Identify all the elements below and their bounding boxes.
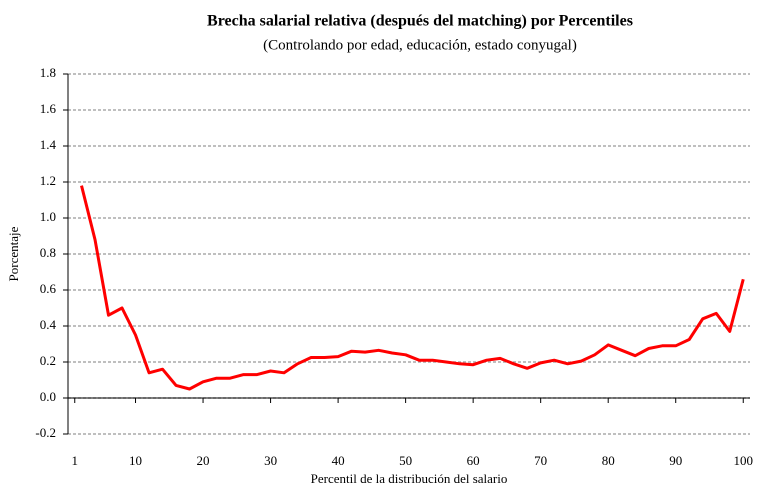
y-tick-label: 0.4 xyxy=(40,317,57,332)
y-tick-label: 0.8 xyxy=(40,245,56,260)
y-tick-label: 0.2 xyxy=(40,353,56,368)
y-tick-label: -0.2 xyxy=(35,425,56,440)
x-tick-label: 30 xyxy=(264,453,277,468)
x-tick-label: 90 xyxy=(669,453,682,468)
y-tick-label: 1.8 xyxy=(40,65,56,80)
x-tick-label: 20 xyxy=(197,453,210,468)
x-tick-label: 10 xyxy=(129,453,142,468)
y-tick-label: 0.6 xyxy=(40,281,57,296)
x-tick-label: 1 xyxy=(72,453,79,468)
x-tick-label: 100 xyxy=(733,453,753,468)
y-tick-label: 1.6 xyxy=(40,101,57,116)
chart-title: Brecha salarial relativa (después del ma… xyxy=(207,13,633,30)
x-tick-label: 40 xyxy=(332,453,345,468)
x-axis-label: Percentil de la distribución del salario xyxy=(311,471,508,486)
x-tick-label: 80 xyxy=(602,453,615,468)
y-axis-label: Porcentaje xyxy=(6,226,21,281)
x-tick-label: 70 xyxy=(534,453,547,468)
y-tick-label: 1.2 xyxy=(40,173,56,188)
x-tick-label: 60 xyxy=(467,453,480,468)
y-tick-label: 1.4 xyxy=(40,137,57,152)
y-tick-label: 1.0 xyxy=(40,209,56,224)
chart-subtitle: (Controlando por edad, educación, estado… xyxy=(263,37,577,53)
y-tick-label: 0.0 xyxy=(40,389,56,404)
data-line xyxy=(80,185,745,391)
x-tick-label: 50 xyxy=(399,453,412,468)
